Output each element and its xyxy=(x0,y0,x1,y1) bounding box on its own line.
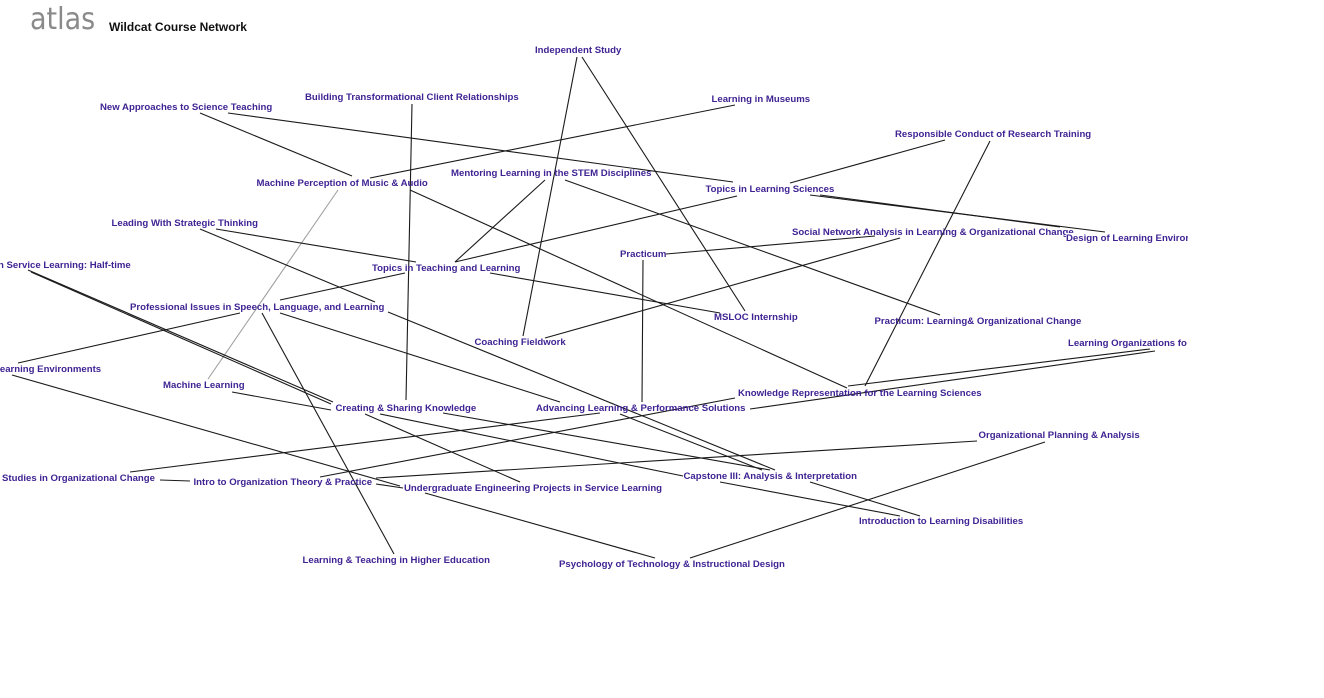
course-node[interactable]: Coaching Fieldwork xyxy=(474,337,566,348)
edge-line xyxy=(279,312,561,403)
course-node[interactable]: Independent Study xyxy=(535,45,622,56)
course-node[interactable]: New Approaches to Science Teaching xyxy=(100,102,273,113)
edge-line xyxy=(129,412,601,473)
edge-line xyxy=(847,348,1151,387)
edge-line xyxy=(809,481,921,517)
course-node[interactable]: Leading With Strategic Thinking xyxy=(111,218,259,229)
edge-line xyxy=(11,374,401,487)
course-node[interactable]: Topics in Teaching and Learning xyxy=(372,263,521,274)
course-node[interactable]: Learning in Museums xyxy=(711,94,811,105)
edge-line xyxy=(409,189,848,389)
course-node[interactable]: Learning Organizations fo xyxy=(1068,338,1187,349)
edge-line xyxy=(369,104,736,179)
edge-line xyxy=(199,112,353,177)
course-node[interactable]: Design of Learning Environ xyxy=(1066,233,1188,244)
course-node[interactable]: Social Network Analysis in Learning & Or… xyxy=(792,227,1074,238)
course-node[interactable]: Learning & Teaching in Higher Education xyxy=(302,555,490,566)
edge-line xyxy=(665,235,876,255)
edge-line xyxy=(17,312,241,364)
edge-line xyxy=(581,56,746,312)
course-node[interactable]: n Service Learning: Half-time xyxy=(0,260,131,271)
edge-line xyxy=(749,350,1156,410)
edge-line xyxy=(375,483,404,489)
course-node[interactable]: Responsible Conduct of Research Training xyxy=(895,129,1092,140)
course-node[interactable]: Creating & Sharing Knowledge xyxy=(335,403,477,414)
network-edges xyxy=(11,56,1156,559)
edge-line xyxy=(279,272,406,301)
course-node[interactable]: MSLOC Internship xyxy=(714,312,798,323)
edge-line xyxy=(719,481,901,517)
edge-line xyxy=(489,272,721,314)
edge-line xyxy=(27,269,334,403)
course-node[interactable]: Building Transformational Client Relatio… xyxy=(305,92,519,103)
edge-line xyxy=(619,413,763,471)
edge-line xyxy=(405,103,413,401)
course-node[interactable]: Topics in Learning Sciences xyxy=(705,184,835,195)
course-node[interactable]: Professional Issues in Speech, Language,… xyxy=(130,302,385,313)
course-node[interactable]: Introduction to Learning Disabilities xyxy=(859,516,1024,527)
edge-line xyxy=(424,492,656,559)
edge-line xyxy=(641,259,644,403)
edge-line xyxy=(544,237,901,339)
course-node[interactable]: Machine Learning xyxy=(163,380,245,391)
edge-line xyxy=(522,56,578,337)
course-node[interactable]: Machine Perception of Music & Audio xyxy=(256,178,428,189)
course-node[interactable]: Mentoring Learning in the STEM Disciplin… xyxy=(451,168,652,179)
course-node[interactable]: Advancing Learning & Performance Solutio… xyxy=(536,403,746,414)
edge-line xyxy=(215,228,417,263)
atlas-logo[interactable]: atlas xyxy=(30,2,96,37)
edge-line xyxy=(819,194,1061,228)
edge-line xyxy=(231,391,332,411)
edge-line xyxy=(364,413,521,483)
course-node[interactable]: Organizational Planning & Analysis xyxy=(978,430,1140,441)
course-node[interactable]: Practicum: Learning& Organizational Chan… xyxy=(874,316,1082,327)
course-node[interactable]: Practicum xyxy=(620,249,667,260)
edge-line xyxy=(199,228,376,303)
course-network-graph: Independent Study Building Transformation… xyxy=(0,45,1188,570)
course-node[interactable]: Studies in Organizational Change xyxy=(2,473,155,484)
edge-line xyxy=(387,311,776,471)
edge-line xyxy=(564,179,941,316)
edge-line xyxy=(319,397,736,478)
edge-line xyxy=(789,139,946,184)
edge-line xyxy=(379,413,684,477)
edge-line xyxy=(159,479,191,482)
course-node[interactable]: Intro to Organization Theory & Practice xyxy=(193,477,373,488)
edge-line xyxy=(375,440,978,479)
edge-line xyxy=(864,140,991,387)
edge-line xyxy=(207,189,339,380)
edge-line xyxy=(227,112,734,183)
course-node[interactable]: Psychology of Technology & Instructional… xyxy=(559,559,785,570)
edge-line xyxy=(30,271,332,405)
edge-line xyxy=(454,179,546,263)
edge-line xyxy=(442,412,771,471)
course-node[interactable]: Knowledge Representation for the Learnin… xyxy=(738,388,982,399)
course-node[interactable]: Capstone III: Analysis & Interpretation xyxy=(683,471,857,482)
course-node[interactable]: Learning Environments xyxy=(0,364,102,375)
page-title: Wildcat Course Network xyxy=(109,20,247,34)
edge-line xyxy=(454,195,738,263)
course-node[interactable]: Undergraduate Engineering Projects in Se… xyxy=(404,483,663,494)
edge-line xyxy=(261,312,395,555)
